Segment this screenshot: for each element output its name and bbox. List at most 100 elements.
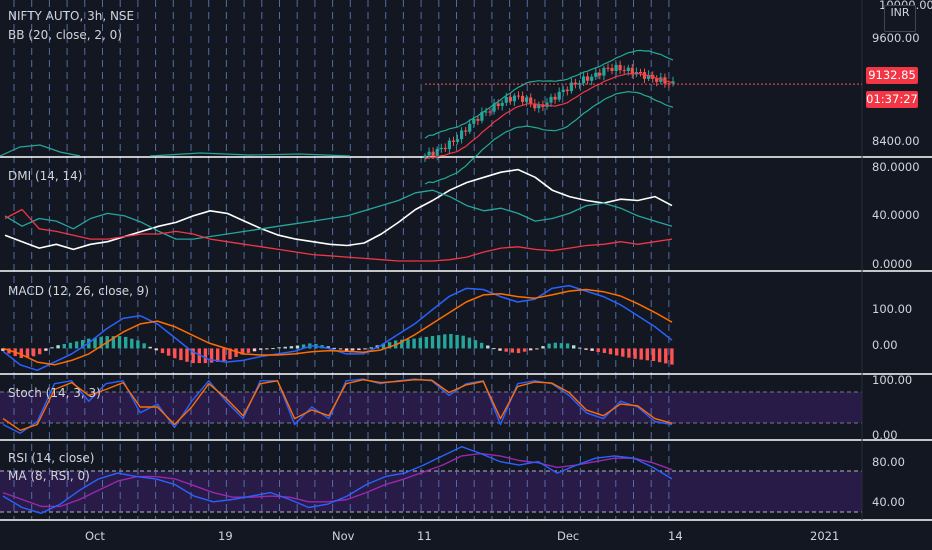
macd-histogram-bar [621,348,625,357]
macd-histogram-bar [111,336,116,349]
macd-histogram-bar [25,348,30,358]
macd-histogram-bar [363,348,367,350]
macd-histogram-bar [443,334,447,349]
macd-histogram-bar [467,337,472,349]
macd-histogram-bar [400,339,404,349]
candle [594,72,598,77]
candle [427,151,431,156]
macd-histogram-bar [216,348,220,362]
macd-histogram-bar [246,348,251,353]
macd-histogram-bar [271,348,275,350]
macd-histogram-bar [645,348,649,361]
rsi-axis-tick: 80.00 [872,455,905,469]
time-axis-label: 2021 [810,529,840,543]
macd-histogram-bar [19,348,23,358]
candle [484,111,488,113]
macd-histogram-bar [627,348,631,358]
macd-histogram-bar [203,348,208,364]
macd-histogram-bar [148,346,152,349]
dmi-series-line [4,168,673,251]
stoch-series-line [2,379,673,431]
macd-histogram-bar [130,338,134,349]
candle [460,130,464,140]
rsi-indicator-label[interactable]: RSI (14, close) [8,451,95,465]
candle [545,102,549,107]
macd-histogram-bar [664,348,668,364]
candle [626,67,630,71]
macd-histogram-bar [357,348,361,351]
rsi-axis-tick: 40.00 [872,495,905,509]
macd-histogram-bar [295,345,300,349]
macd-histogram-bar [559,343,564,349]
stoch-band [0,392,862,423]
macd-histogram-bar [136,340,140,349]
candle [630,67,634,75]
candle [622,70,626,72]
dmi-axis-tick: 80.0000 [872,160,920,174]
macd-histogram-bar [99,336,103,349]
macd-series-line [2,288,673,366]
candle [565,89,569,92]
macd-histogram-bar [639,348,643,360]
candle [614,64,618,71]
macd-histogram-bar [44,348,48,351]
macd-series-line [2,284,673,372]
bb-indicator-label[interactable]: BB (20, close, 2, 0) [8,28,122,42]
macd-histogram-bar [657,348,662,363]
macd-histogram-bar [283,346,287,349]
macd-histogram-bar [584,348,588,350]
candle [655,78,659,82]
macd-histogram-bar [344,348,349,351]
macd-histogram-bar [81,340,85,349]
macd-histogram-bar [553,342,557,349]
bar-countdown-tag: 01:37:27 [866,91,918,108]
macd-histogram-bar [572,345,576,349]
macd-histogram-bar [498,348,502,351]
macd-histogram-bar [578,347,582,349]
macd-histogram-bar [68,342,73,349]
time-axis-label: 14 [668,529,683,543]
macd-histogram-bar [173,348,177,359]
candle [561,89,565,92]
macd-histogram-bar [124,336,128,349]
macd-histogram-bar [56,345,60,349]
macd-histogram-bar [406,339,410,349]
candle [468,123,472,132]
macd-histogram-bar [31,348,36,357]
stoch-axis-tick: 100.00 [872,373,913,387]
macd-histogram-bar [486,345,490,349]
macd-histogram-bar [332,347,336,349]
candle [610,68,614,71]
candle [590,76,594,81]
macd-histogram-bar [50,347,54,349]
dmi-series-line [4,208,673,262]
candle [549,96,553,103]
macd-histogram-bar [351,348,355,351]
candle [647,74,651,79]
macd-histogram-bar [516,348,521,354]
dmi-axis-tick: 0.0000 [872,257,913,271]
macd-histogram-bar [338,348,343,350]
symbol-title[interactable]: NIFTY AUTO, 3h, NSE [8,9,135,23]
rsi-ma-indicator-label[interactable]: MA (8, RSI, 0) [8,469,90,483]
macd-histogram-bar [234,348,238,357]
macd-histogram-bar [74,341,79,349]
macd-histogram-bar [166,348,171,356]
time-axis-label: 11 [417,529,432,543]
macd-histogram-bar [301,344,306,349]
candle [504,97,508,103]
candle [537,104,541,109]
stoch-indicator-label[interactable]: Stoch (14, 3, 3) [8,386,101,400]
macd-indicator-label[interactable]: MACD (12, 26, close, 9) [8,284,150,298]
candle [464,130,468,132]
candle [447,140,451,150]
candle [638,72,643,73]
currency-badge[interactable]: INR [884,5,916,32]
stoch-axis-tick: 0.00 [872,428,898,442]
dmi-indicator-label[interactable]: DMI (14, 14) [8,169,83,183]
rsi-series-line [2,446,673,514]
macd-histogram-bar [651,348,656,361]
macd-histogram-bar [1,348,5,351]
